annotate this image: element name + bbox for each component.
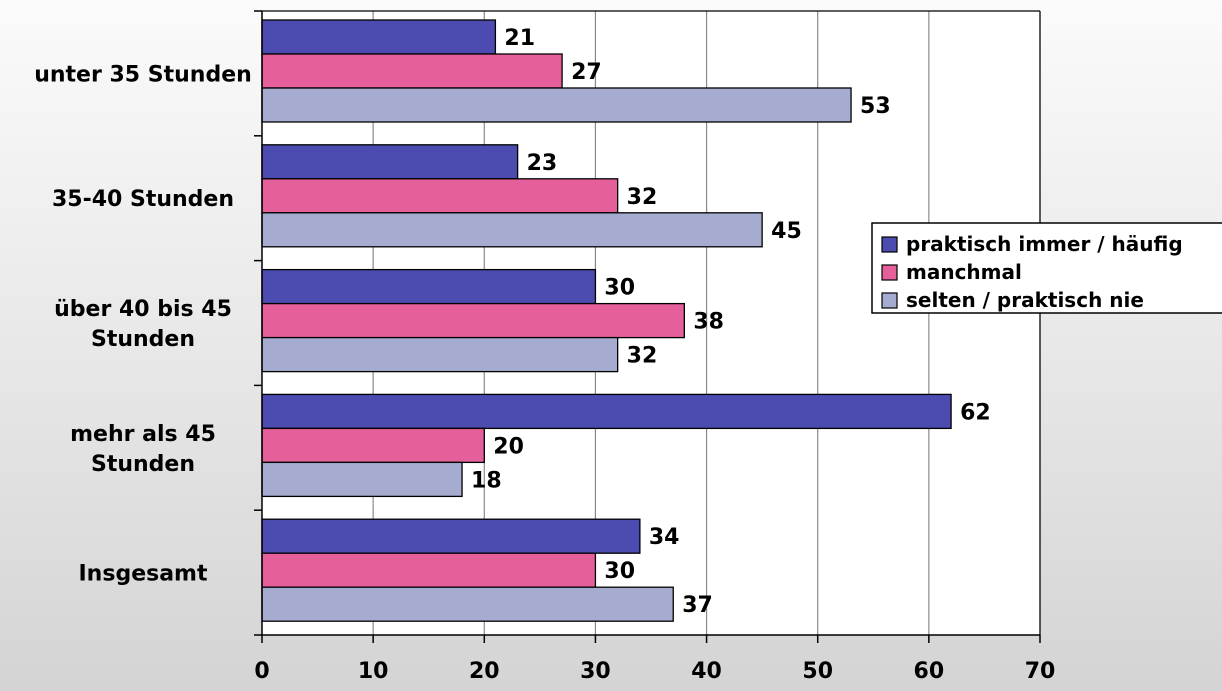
legend-swatch xyxy=(881,236,898,253)
data-label: 37 xyxy=(682,593,713,618)
bar xyxy=(261,144,519,180)
legend: praktisch immer / häufig manchmal selten /… xyxy=(871,222,1222,314)
x-tick-label: 40 xyxy=(691,659,722,684)
category-label: über 40 bis 45 Stunden xyxy=(54,297,232,352)
value-labels: 21 27 53 23 32 45 30 38 32 62 20 18 34 30 37 xyxy=(471,26,991,618)
category-labels: unter 35 Stunden 35-40 Stunden über 40 bis… xyxy=(34,62,252,586)
x-tick-label: 50 xyxy=(802,659,833,684)
data-label: 32 xyxy=(627,344,658,369)
bars xyxy=(261,19,952,622)
data-label: 30 xyxy=(604,276,635,301)
bar xyxy=(261,518,641,554)
category-label: Insgesamt xyxy=(79,562,208,587)
data-label: 62 xyxy=(960,400,991,425)
data-label: 30 xyxy=(604,559,635,584)
data-label: 32 xyxy=(627,185,658,210)
data-label: 21 xyxy=(504,26,535,51)
bar xyxy=(261,87,852,123)
bar xyxy=(261,427,485,464)
legend-swatch xyxy=(881,264,898,281)
category-label: mehr als 45 Stunden xyxy=(70,422,216,477)
axes xyxy=(254,10,1041,643)
legend-label: praktisch immer / häufig xyxy=(906,232,1183,256)
x-tick-label: 60 xyxy=(914,659,945,684)
data-label: 45 xyxy=(771,219,802,244)
bar xyxy=(261,19,497,55)
bar xyxy=(261,53,563,89)
bar xyxy=(261,336,619,373)
data-label: 23 xyxy=(527,151,558,176)
category-label: 35-40 Stunden xyxy=(52,187,234,212)
x-tick-label: 0 xyxy=(254,659,269,684)
bar xyxy=(261,302,685,339)
legend-label: selten / praktisch nie xyxy=(906,288,1144,312)
bar xyxy=(261,178,619,214)
legend-box xyxy=(871,222,1222,314)
data-label: 18 xyxy=(471,468,502,493)
legend-swatch xyxy=(881,292,898,309)
x-tick-label: 10 xyxy=(358,659,389,684)
bar xyxy=(261,212,763,248)
data-label: 34 xyxy=(649,525,680,550)
x-tick-label: 70 xyxy=(1025,659,1056,684)
bar xyxy=(261,552,597,588)
bar xyxy=(261,393,952,430)
data-label: 38 xyxy=(693,310,724,335)
data-label: 27 xyxy=(571,60,602,85)
data-label: 53 xyxy=(860,94,891,119)
x-tick-labels: 0 10 20 30 40 50 60 70 xyxy=(254,659,1055,684)
bar xyxy=(261,586,674,622)
x-tick-label: 20 xyxy=(469,659,500,684)
bar xyxy=(261,268,597,305)
x-tick-label: 30 xyxy=(580,659,611,684)
bar xyxy=(261,461,463,498)
legend-label: manchmal xyxy=(906,260,1022,284)
data-label: 20 xyxy=(493,434,524,459)
category-label: unter 35 Stunden xyxy=(34,62,252,87)
